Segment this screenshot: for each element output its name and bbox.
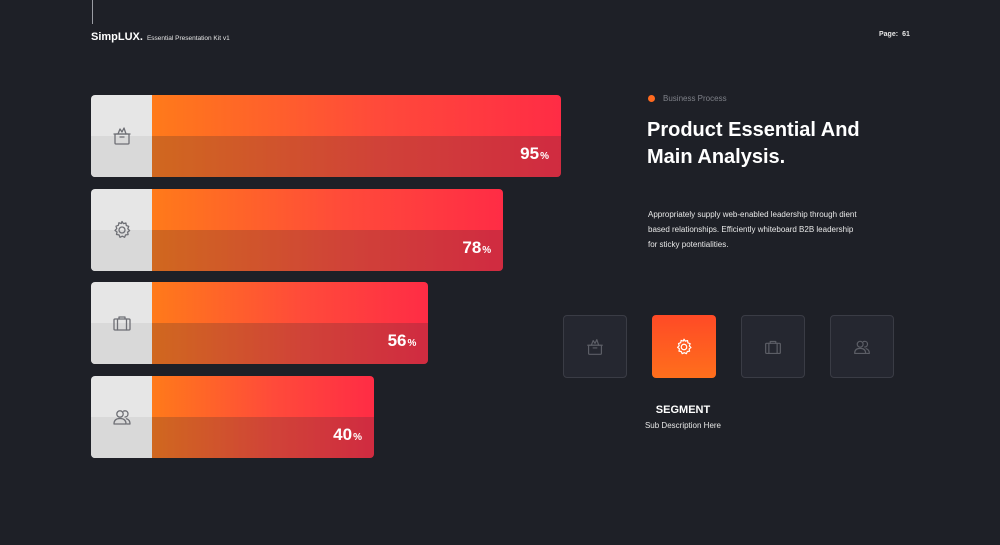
bar-value-unit: % — [353, 432, 362, 443]
bar-value-label: 40% — [333, 425, 362, 445]
bar-fill: 40% — [152, 376, 374, 458]
bar-value-unit: % — [407, 338, 417, 349]
users-icon — [851, 336, 873, 358]
bar-icon-box — [91, 189, 152, 271]
bar-value-number: 95 — [520, 144, 540, 163]
top-divider-line — [92, 0, 93, 24]
brand-name: SimpLUX. — [91, 31, 143, 43]
box-icon — [110, 124, 134, 148]
bar-value-number: 78 — [462, 238, 482, 257]
bar-icon-box — [91, 282, 152, 364]
segment-title: SEGMENT — [655, 404, 711, 416]
description-line-1: Appropriately supply web-enabled leaders… — [648, 210, 857, 219]
bar-icon-box — [91, 376, 152, 458]
bar-icon-box — [91, 95, 152, 177]
briefcase-icon — [110, 311, 134, 335]
bar-gear: 78% — [91, 189, 504, 271]
bar-value-unit: % — [540, 151, 549, 162]
bar-fill: 78% — [152, 189, 504, 271]
bar-fill-shade — [152, 136, 561, 177]
bar-icon-box-shade — [91, 136, 152, 177]
bar-fill: 56% — [152, 282, 429, 364]
segment-tile-users[interactable] — [830, 315, 894, 378]
section-label-text: Business Process — [663, 94, 727, 103]
description: Appropriately supply web-enabled leaders… — [648, 207, 888, 252]
segment-subtitle: Sub Description Here — [644, 421, 722, 430]
segment-tile-box[interactable] — [563, 315, 627, 378]
segment-tile-briefcase[interactable] — [741, 315, 805, 378]
bar-value-number: 40 — [333, 425, 353, 444]
section-label: Business Process — [648, 94, 727, 103]
description-line-3: for sticky potentialities. — [648, 240, 729, 249]
bar-value-label: 95% — [520, 144, 549, 164]
bar-fill: 95% — [152, 95, 561, 177]
brand-subtitle: Essential Presentation Kit v1 — [146, 35, 230, 42]
headline: Product Essential And Main Analysis. — [647, 117, 967, 171]
bar-value-unit: % — [482, 245, 492, 256]
briefcase-icon — [762, 336, 784, 358]
gear-icon — [110, 218, 134, 242]
bar-value-label: 56% — [388, 331, 417, 351]
bar-value-label: 78% — [462, 238, 491, 258]
gear-icon — [673, 336, 695, 358]
brand: SimpLUX. Essential Presentation Kit v1 — [91, 31, 230, 43]
headline-line-1: Product Essential And — [647, 119, 860, 141]
page-number: 61 — [902, 31, 910, 38]
users-icon — [110, 405, 134, 429]
headline-line-2: Main Analysis. — [647, 146, 786, 168]
bar-briefcase: 56% — [91, 282, 429, 364]
box-icon — [584, 336, 606, 358]
bullet-dot — [648, 95, 655, 102]
bar-value-number: 56 — [387, 331, 407, 350]
bar-users: 40% — [91, 376, 374, 458]
segment-tile-gear[interactable] — [652, 315, 716, 378]
description-line-2: based relationships. Efficiently whitebo… — [648, 225, 854, 234]
bar-fill-shade — [152, 417, 374, 458]
bar-fill-shade — [152, 323, 429, 364]
bar-box: 95% — [91, 95, 561, 177]
page-indicator: Page: 61 — [879, 31, 910, 38]
page-label: Page: — [879, 31, 899, 38]
bar-fill-shade — [152, 230, 504, 271]
